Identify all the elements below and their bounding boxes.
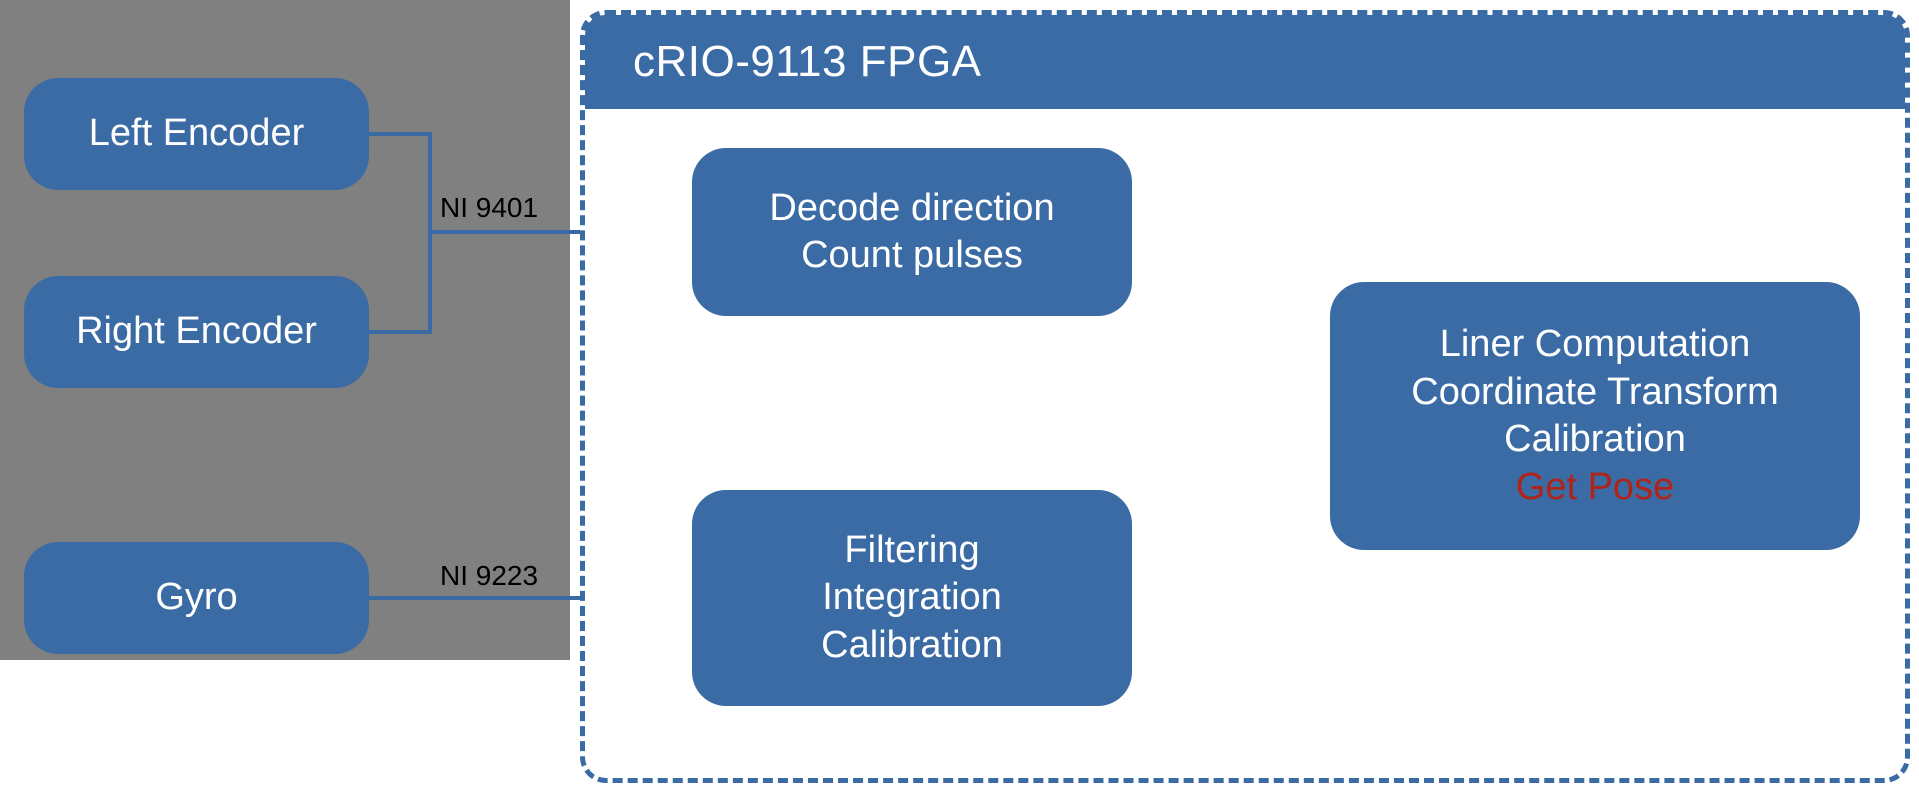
- fpga-title: cRIO-9113 FPGA: [585, 15, 1905, 109]
- node-decode: Decode directionCount pulses: [692, 148, 1132, 316]
- node-line: Left Encoder: [89, 110, 304, 158]
- node-gyro: Gyro: [24, 542, 369, 654]
- node-line: Decode direction: [769, 185, 1054, 233]
- node-right-encoder: Right Encoder: [24, 276, 369, 388]
- diagram-stage: cRIO-9113 FPGA Left Encoder Right Encode…: [0, 0, 1919, 797]
- node-liner: Liner ComputationCoordinate TransformCal…: [1330, 282, 1860, 550]
- label-ni9223: NI 9223: [440, 560, 538, 592]
- node-line: Coordinate Transform: [1411, 369, 1779, 417]
- node-line: Gyro: [155, 574, 237, 622]
- node-line: Liner Computation: [1440, 321, 1751, 369]
- node-left-encoder: Left Encoder: [24, 78, 369, 190]
- node-line: Count pulses: [801, 232, 1023, 280]
- node-filtering: FilteringIntegrationCalibration: [692, 490, 1132, 706]
- node-line: Integration: [822, 574, 1002, 622]
- label-ni9401-text: NI 9401: [440, 192, 538, 223]
- node-line: Calibration: [1504, 416, 1686, 464]
- label-ni9223-text: NI 9223: [440, 560, 538, 591]
- label-ni9401: NI 9401: [440, 192, 538, 224]
- node-line: Right Encoder: [76, 308, 317, 356]
- node-line: Filtering: [844, 527, 979, 575]
- fpga-title-text: cRIO-9113 FPGA: [633, 37, 982, 87]
- node-line: Calibration: [821, 622, 1003, 670]
- node-emph-line: Get Pose: [1516, 464, 1674, 512]
